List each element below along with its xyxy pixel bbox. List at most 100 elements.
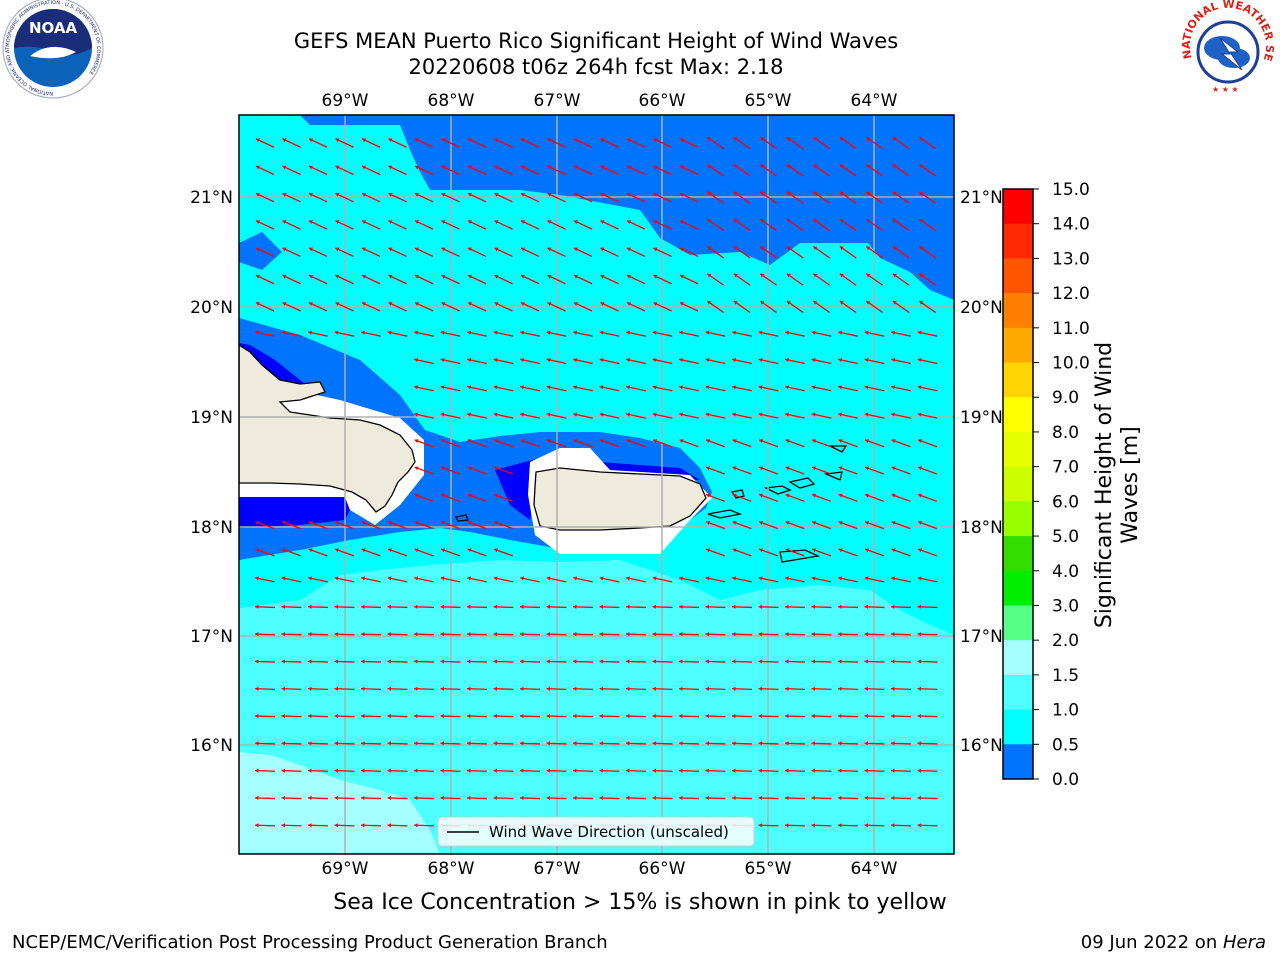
wind-wave-arrows: [254, 136, 938, 828]
wave-arrow: [413, 795, 435, 801]
wave-arrow: [466, 686, 488, 691]
wave-arrow: [706, 136, 725, 150]
wave-arrow: [626, 138, 646, 148]
wave-arrow: [811, 576, 832, 583]
wave-arrow: [626, 385, 646, 392]
wave-arrow: [758, 548, 779, 557]
wave-arrow: [838, 385, 858, 392]
wave-arrow: [573, 138, 593, 148]
lat-label-right: 19°N: [960, 408, 1003, 428]
wave-arrow: [679, 330, 699, 337]
wave-arrow: [838, 412, 858, 419]
wave-arrow: [254, 714, 276, 719]
colorbar-label: Significant Height of WindWaves [m]: [1092, 342, 1143, 628]
wave-arrow: [811, 823, 832, 828]
wave-arrow: [282, 247, 301, 258]
wave-arrow: [891, 521, 911, 530]
wave-arrow: [308, 521, 328, 530]
wave-arrow: [599, 439, 620, 448]
wave-arrow: [917, 466, 938, 475]
wave-arrow: [837, 714, 859, 719]
wave-arrow: [890, 823, 912, 828]
wave-arrow: [812, 273, 831, 286]
wave-arrow: [733, 245, 751, 259]
wave-arrow: [811, 493, 832, 502]
wave-arrow: [520, 358, 540, 365]
wave-arrow: [837, 795, 859, 801]
band-1-5-2-0: [239, 560, 954, 854]
wave-arrow: [625, 632, 647, 637]
wave-arrow: [572, 632, 594, 637]
wave-arrow: [467, 439, 487, 448]
lon-label-top: 64°W: [851, 91, 898, 111]
wave-arrow: [732, 358, 752, 365]
wave-arrow: [440, 741, 461, 746]
wave-arrow: [731, 768, 753, 773]
colorbar-tick-label: 13.0: [1052, 249, 1090, 269]
wave-arrow: [334, 521, 355, 530]
wave-arrow: [254, 741, 276, 746]
wave-arrow: [440, 466, 461, 475]
wave-arrow: [387, 521, 408, 530]
wave-arrow: [520, 165, 540, 176]
wave-arrow: [547, 247, 566, 258]
wave-arrow: [679, 247, 699, 258]
wave-arrow: [731, 604, 753, 609]
wave-arrow: [758, 686, 779, 691]
wave-arrow: [546, 330, 567, 337]
wave-arrow: [892, 191, 910, 204]
wave-arrow: [281, 521, 302, 530]
wave-arrow: [494, 192, 513, 203]
wave-arrow: [599, 768, 620, 773]
wave-arrow: [281, 632, 302, 637]
wave-arrow: [864, 521, 885, 530]
wave-arrow: [414, 247, 434, 258]
wave-arrow: [678, 795, 700, 801]
wave-arrow: [865, 191, 884, 204]
wave-arrow: [811, 466, 832, 475]
band-2-0-3-0: [239, 752, 440, 854]
wave-arrow: [388, 301, 407, 312]
wave-arrow: [493, 439, 514, 448]
wave-arrow: [918, 218, 937, 232]
wave-arrow: [625, 659, 647, 664]
colorbar-tick-label: 5.0: [1052, 527, 1079, 547]
wave-arrow: [414, 358, 434, 365]
wave-arrow: [361, 330, 381, 337]
wave-arrow: [520, 439, 540, 448]
wave-arrow: [626, 192, 646, 203]
wave-arrow: [572, 604, 594, 609]
wave-arrow: [811, 632, 832, 637]
wave-arrow: [335, 192, 354, 203]
wave-arrow: [758, 604, 779, 609]
wave-arrow: [652, 604, 673, 609]
wave-arrow: [255, 301, 275, 312]
wave-arrow: [281, 330, 302, 337]
wave-arrow: [519, 795, 541, 801]
wave-arrow: [546, 576, 567, 583]
wave-arrow: [254, 795, 276, 801]
wave-arrow: [387, 548, 408, 557]
wave-arrow: [547, 192, 566, 203]
wave-arrow: [519, 659, 541, 664]
wave-arrow: [759, 300, 778, 314]
wave-arrow: [361, 192, 381, 203]
wave-arrow: [865, 300, 884, 314]
wave-arrow: [917, 493, 938, 502]
wave-arrow: [837, 686, 859, 691]
wave-arrow: [573, 165, 593, 176]
wave-arrow: [759, 218, 778, 232]
lat-label-left: 16°N: [190, 736, 233, 756]
wave-arrow: [758, 768, 779, 773]
wave-arrow: [705, 576, 726, 583]
wave-arrow: [892, 273, 910, 286]
lat-label-left: 17°N: [190, 627, 233, 647]
wave-arrow: [705, 521, 726, 530]
colorbar-tick-label: 10.0: [1052, 354, 1090, 374]
wave-arrow: [307, 768, 329, 773]
wave-arrow: [890, 659, 912, 664]
wave-arrow: [837, 659, 859, 664]
wave-arrow: [281, 768, 302, 773]
wave-arrow: [440, 358, 461, 365]
wave-arrow: [679, 301, 699, 312]
